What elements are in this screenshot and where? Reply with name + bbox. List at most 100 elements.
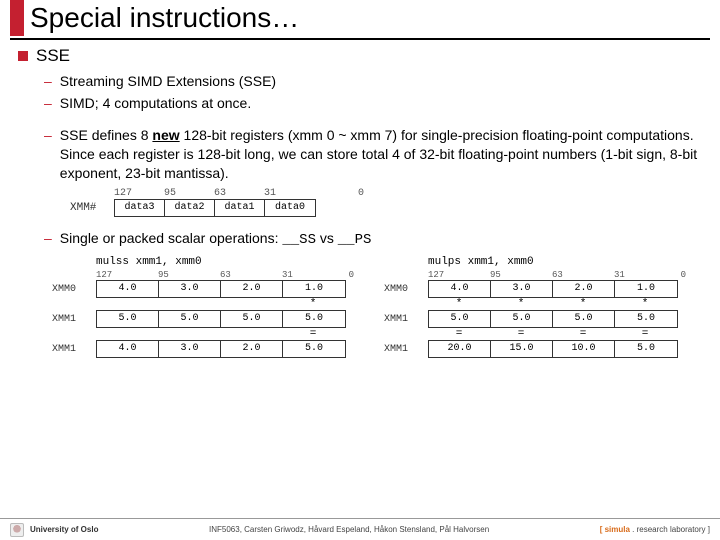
lab-name: [ simula . research laboratory ] <box>600 525 710 534</box>
slide-title: Special instructions… <box>30 2 299 34</box>
row-label: XMM1 <box>384 344 428 355</box>
text-frag: vs <box>316 230 338 246</box>
lab-bold: simula <box>605 525 630 534</box>
op <box>220 328 282 340</box>
data-row: XMM1 5.0 5.0 5.0 5.0 <box>384 310 686 328</box>
text-frag: Single or packed scalar operations: <box>60 230 283 246</box>
cell: 4.0 <box>429 281 491 297</box>
mul-diagrams: mulss xmm1, xmm0 127 95 63 31 0 XMM0 4.0… <box>52 256 708 358</box>
cell: 5.0 <box>283 311 345 327</box>
text-frag: SSE defines 8 <box>60 127 153 143</box>
cell: 2.0 <box>553 281 615 297</box>
tick: 63 <box>214 188 264 199</box>
text-underline: new <box>152 127 179 143</box>
tick: 127 <box>428 270 490 280</box>
op-row: * <box>96 298 354 310</box>
op <box>158 298 220 310</box>
bit-ticks: 127 95 63 31 0 <box>96 270 354 280</box>
cell: 20.0 <box>429 341 491 357</box>
content-area: SSE – Streaming SIMD Extensions (SSE) – … <box>18 46 708 358</box>
op: = <box>428 328 490 340</box>
dash-icon: – <box>44 229 52 250</box>
bullet-item: – Single or packed scalar operations: __… <box>44 229 708 250</box>
tick: 63 <box>220 270 282 280</box>
tick: 31 <box>282 270 344 280</box>
op-row: = <box>96 328 354 340</box>
cell: 2.0 <box>221 341 283 357</box>
bullet-text: Streaming SIMD Extensions (SSE) <box>60 72 708 91</box>
cell: 5.0 <box>159 311 221 327</box>
data-row: XMM0 4.0 3.0 2.0 1.0 <box>384 280 686 298</box>
university-name: University of Oslo <box>30 525 98 534</box>
row-label: XMM1 <box>52 344 96 355</box>
bullet-item: – Streaming SIMD Extensions (SSE) <box>44 72 708 91</box>
op: = <box>614 328 676 340</box>
xmm-register-diagram: 127 95 63 31 0 XMM# data3 data2 data1 da… <box>70 188 708 217</box>
register-cells: data3 data2 data1 data0 <box>114 199 316 217</box>
data-cells: 4.0 3.0 2.0 1.0 <box>96 280 346 298</box>
dash-icon: – <box>44 126 52 183</box>
register-cell: data1 <box>215 200 265 216</box>
data-cells: 20.0 15.0 10.0 5.0 <box>428 340 678 358</box>
register-cell: data0 <box>265 200 315 216</box>
cell: 10.0 <box>553 341 615 357</box>
tick: 0 <box>314 188 364 199</box>
section-heading-row: SSE <box>18 46 708 66</box>
lab-suffix: . research laboratory ] <box>630 525 710 534</box>
data-cells: 4.0 3.0 2.0 5.0 <box>96 340 346 358</box>
data-row: XMM1 5.0 5.0 5.0 5.0 <box>52 310 354 328</box>
slide-footer: University of Oslo INF5063, Carsten Griw… <box>0 518 720 540</box>
bullet-item: – SIMD; 4 computations at once. <box>44 94 708 113</box>
bullet-square-icon <box>18 51 28 61</box>
data-cells: 4.0 3.0 2.0 1.0 <box>428 280 678 298</box>
cell: 3.0 <box>159 281 221 297</box>
bullet-text: SSE defines 8 new 128-bit registers (xmm… <box>60 126 708 183</box>
tick: 0 <box>676 270 686 280</box>
op-row: = = = = <box>428 328 686 340</box>
bullet-text: SIMD; 4 computations at once. <box>60 94 708 113</box>
bullet-text: Single or packed scalar operations: __SS… <box>60 229 708 250</box>
op: * <box>282 298 344 310</box>
op <box>220 298 282 310</box>
instruction-text: mulps xmm1, xmm0 <box>428 256 686 268</box>
cell: 5.0 <box>97 311 159 327</box>
code-frag: __SS <box>282 232 316 248</box>
data-row: XMM1 20.0 15.0 10.0 5.0 <box>384 340 686 358</box>
op: = <box>282 328 344 340</box>
op <box>158 328 220 340</box>
cell: 5.0 <box>221 311 283 327</box>
op: * <box>614 298 676 310</box>
cell: 1.0 <box>283 281 345 297</box>
op <box>96 298 158 310</box>
op-row: * * * * <box>428 298 686 310</box>
op: = <box>490 328 552 340</box>
cell: 4.0 <box>97 341 159 357</box>
op: * <box>490 298 552 310</box>
instruction-text: mulss xmm1, xmm0 <box>96 256 354 268</box>
mulss-diagram: mulss xmm1, xmm0 127 95 63 31 0 XMM0 4.0… <box>52 256 354 358</box>
data-cells: 5.0 5.0 5.0 5.0 <box>428 310 678 328</box>
tick: 95 <box>164 188 214 199</box>
cell: 1.0 <box>615 281 677 297</box>
cell: 2.0 <box>221 281 283 297</box>
register-bit-ticks: 127 95 63 31 0 <box>114 188 708 199</box>
tick: 31 <box>614 270 676 280</box>
tick: 95 <box>490 270 552 280</box>
section-heading: SSE <box>36 46 70 66</box>
row-label: XMM0 <box>52 284 96 295</box>
register-label: XMM# <box>70 202 114 214</box>
tick: 31 <box>264 188 314 199</box>
footer-credits: INF5063, Carsten Griwodz, Håvard Espelan… <box>98 525 599 534</box>
bit-ticks: 127 95 63 31 0 <box>428 270 686 280</box>
data-row: XMM0 4.0 3.0 2.0 1.0 <box>52 280 354 298</box>
bullet-item: – SSE defines 8 new 128-bit registers (x… <box>44 126 708 183</box>
tick: 95 <box>158 270 220 280</box>
op: = <box>552 328 614 340</box>
university-crest-icon <box>10 523 24 537</box>
cell: 5.0 <box>553 311 615 327</box>
dash-icon: – <box>44 72 52 91</box>
mulps-diagram: mulps xmm1, xmm0 127 95 63 31 0 XMM0 4.0… <box>384 256 686 358</box>
op: * <box>552 298 614 310</box>
row-label: XMM1 <box>384 314 428 325</box>
row-label: XMM0 <box>384 284 428 295</box>
